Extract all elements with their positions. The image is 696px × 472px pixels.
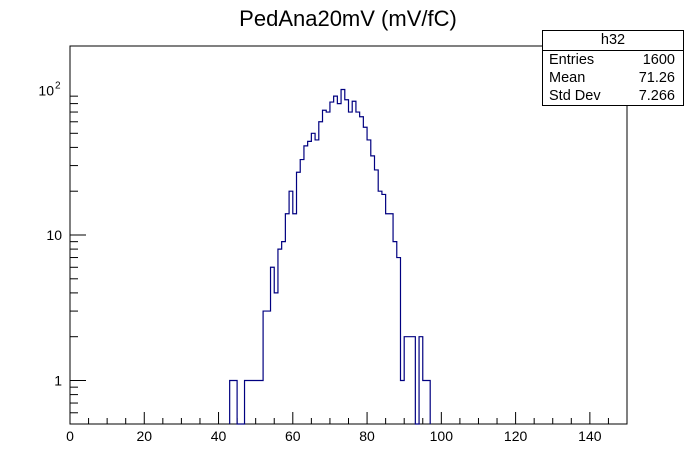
std-value: 7.266 [638, 88, 675, 104]
x-tick-label: 120 [504, 428, 528, 444]
histogram-bin [352, 101, 356, 424]
histogram-bin [408, 337, 412, 424]
histogram-bin [412, 337, 416, 424]
histogram-bin [245, 381, 249, 425]
entries-label: Entries [549, 52, 595, 68]
histogram-bin [345, 100, 349, 424]
histogram-bin [326, 112, 330, 424]
histogram-bin [297, 172, 301, 424]
histogram-bin [386, 214, 390, 424]
histogram-bin [400, 381, 404, 425]
histogram-bin [274, 293, 278, 424]
histogram-bin [278, 249, 282, 424]
histogram-bin [315, 140, 319, 424]
histogram-bin [423, 381, 427, 425]
histogram-bin [363, 127, 367, 424]
y-tick-label: 1 [54, 373, 62, 389]
stats-row-entries: Entries 1600 [543, 51, 683, 69]
histogram-bin [311, 133, 315, 424]
entries-value: 1600 [642, 52, 675, 68]
histogram-bin [371, 156, 375, 424]
histogram-bin [404, 337, 408, 424]
stats-row-mean: Mean 71.26 [543, 69, 683, 87]
chart-title: PedAna20mV (mV/fC) [239, 6, 457, 31]
histogram-bin [263, 311, 267, 424]
histogram-bin [360, 117, 364, 424]
histogram-bin [374, 170, 378, 424]
mean-value: 71.26 [638, 70, 675, 86]
histogram-bin [389, 214, 393, 424]
histogram-bin [230, 381, 234, 425]
histogram-bin [300, 160, 304, 424]
histogram-bin [330, 102, 334, 424]
stats-box: h32 Entries 1600 Mean 71.26 Std Dev 7.26… [542, 30, 684, 106]
histogram-bin [426, 381, 430, 425]
histogram-bin [349, 112, 353, 424]
histogram-bin [252, 381, 256, 425]
histogram-bin [233, 381, 237, 425]
histogram-bin [304, 146, 308, 424]
stats-row-std: Std Dev 7.266 [543, 87, 683, 105]
histogram-bin [382, 194, 386, 424]
histogram-bin [256, 381, 260, 425]
x-tick-label: 100 [430, 428, 454, 444]
x-tick-label: 80 [359, 428, 375, 444]
histogram-bin [334, 96, 338, 424]
histogram-bin [341, 90, 345, 425]
histogram-bin [271, 267, 275, 424]
histogram-bin [393, 242, 397, 424]
histogram-bin [419, 337, 423, 424]
std-label: Std Dev [549, 88, 601, 104]
histogram-bin [308, 141, 312, 424]
y-tick-label-exponent: 2 [55, 81, 61, 92]
histogram-bin [337, 104, 341, 424]
histogram-bin [289, 191, 293, 424]
x-tick-label: 40 [211, 428, 227, 444]
x-tick-label: 0 [66, 428, 74, 444]
histogram-series-line [229, 88, 431, 425]
histogram-bin [259, 381, 263, 425]
histogram-bin [282, 242, 286, 424]
y-tick-label: 10 [46, 227, 62, 243]
histogram-bin [248, 381, 252, 425]
histogram-bin [285, 214, 289, 424]
histogram-bin [378, 191, 382, 424]
histogram-bin [293, 214, 297, 424]
x-tick-label: 60 [285, 428, 301, 444]
histogram-bin [319, 122, 323, 424]
histogram-bin [397, 258, 401, 424]
mean-label: Mean [549, 70, 586, 86]
x-tick-label: 20 [136, 428, 152, 444]
y-tick-label: 10 [38, 83, 54, 99]
x-tick-label: 140 [578, 428, 602, 444]
histogram-bin [367, 140, 371, 424]
histogram-bin [323, 110, 327, 424]
histogram-bin [267, 311, 271, 424]
stats-box-name: h32 [543, 31, 683, 51]
histogram-bin [356, 112, 360, 424]
